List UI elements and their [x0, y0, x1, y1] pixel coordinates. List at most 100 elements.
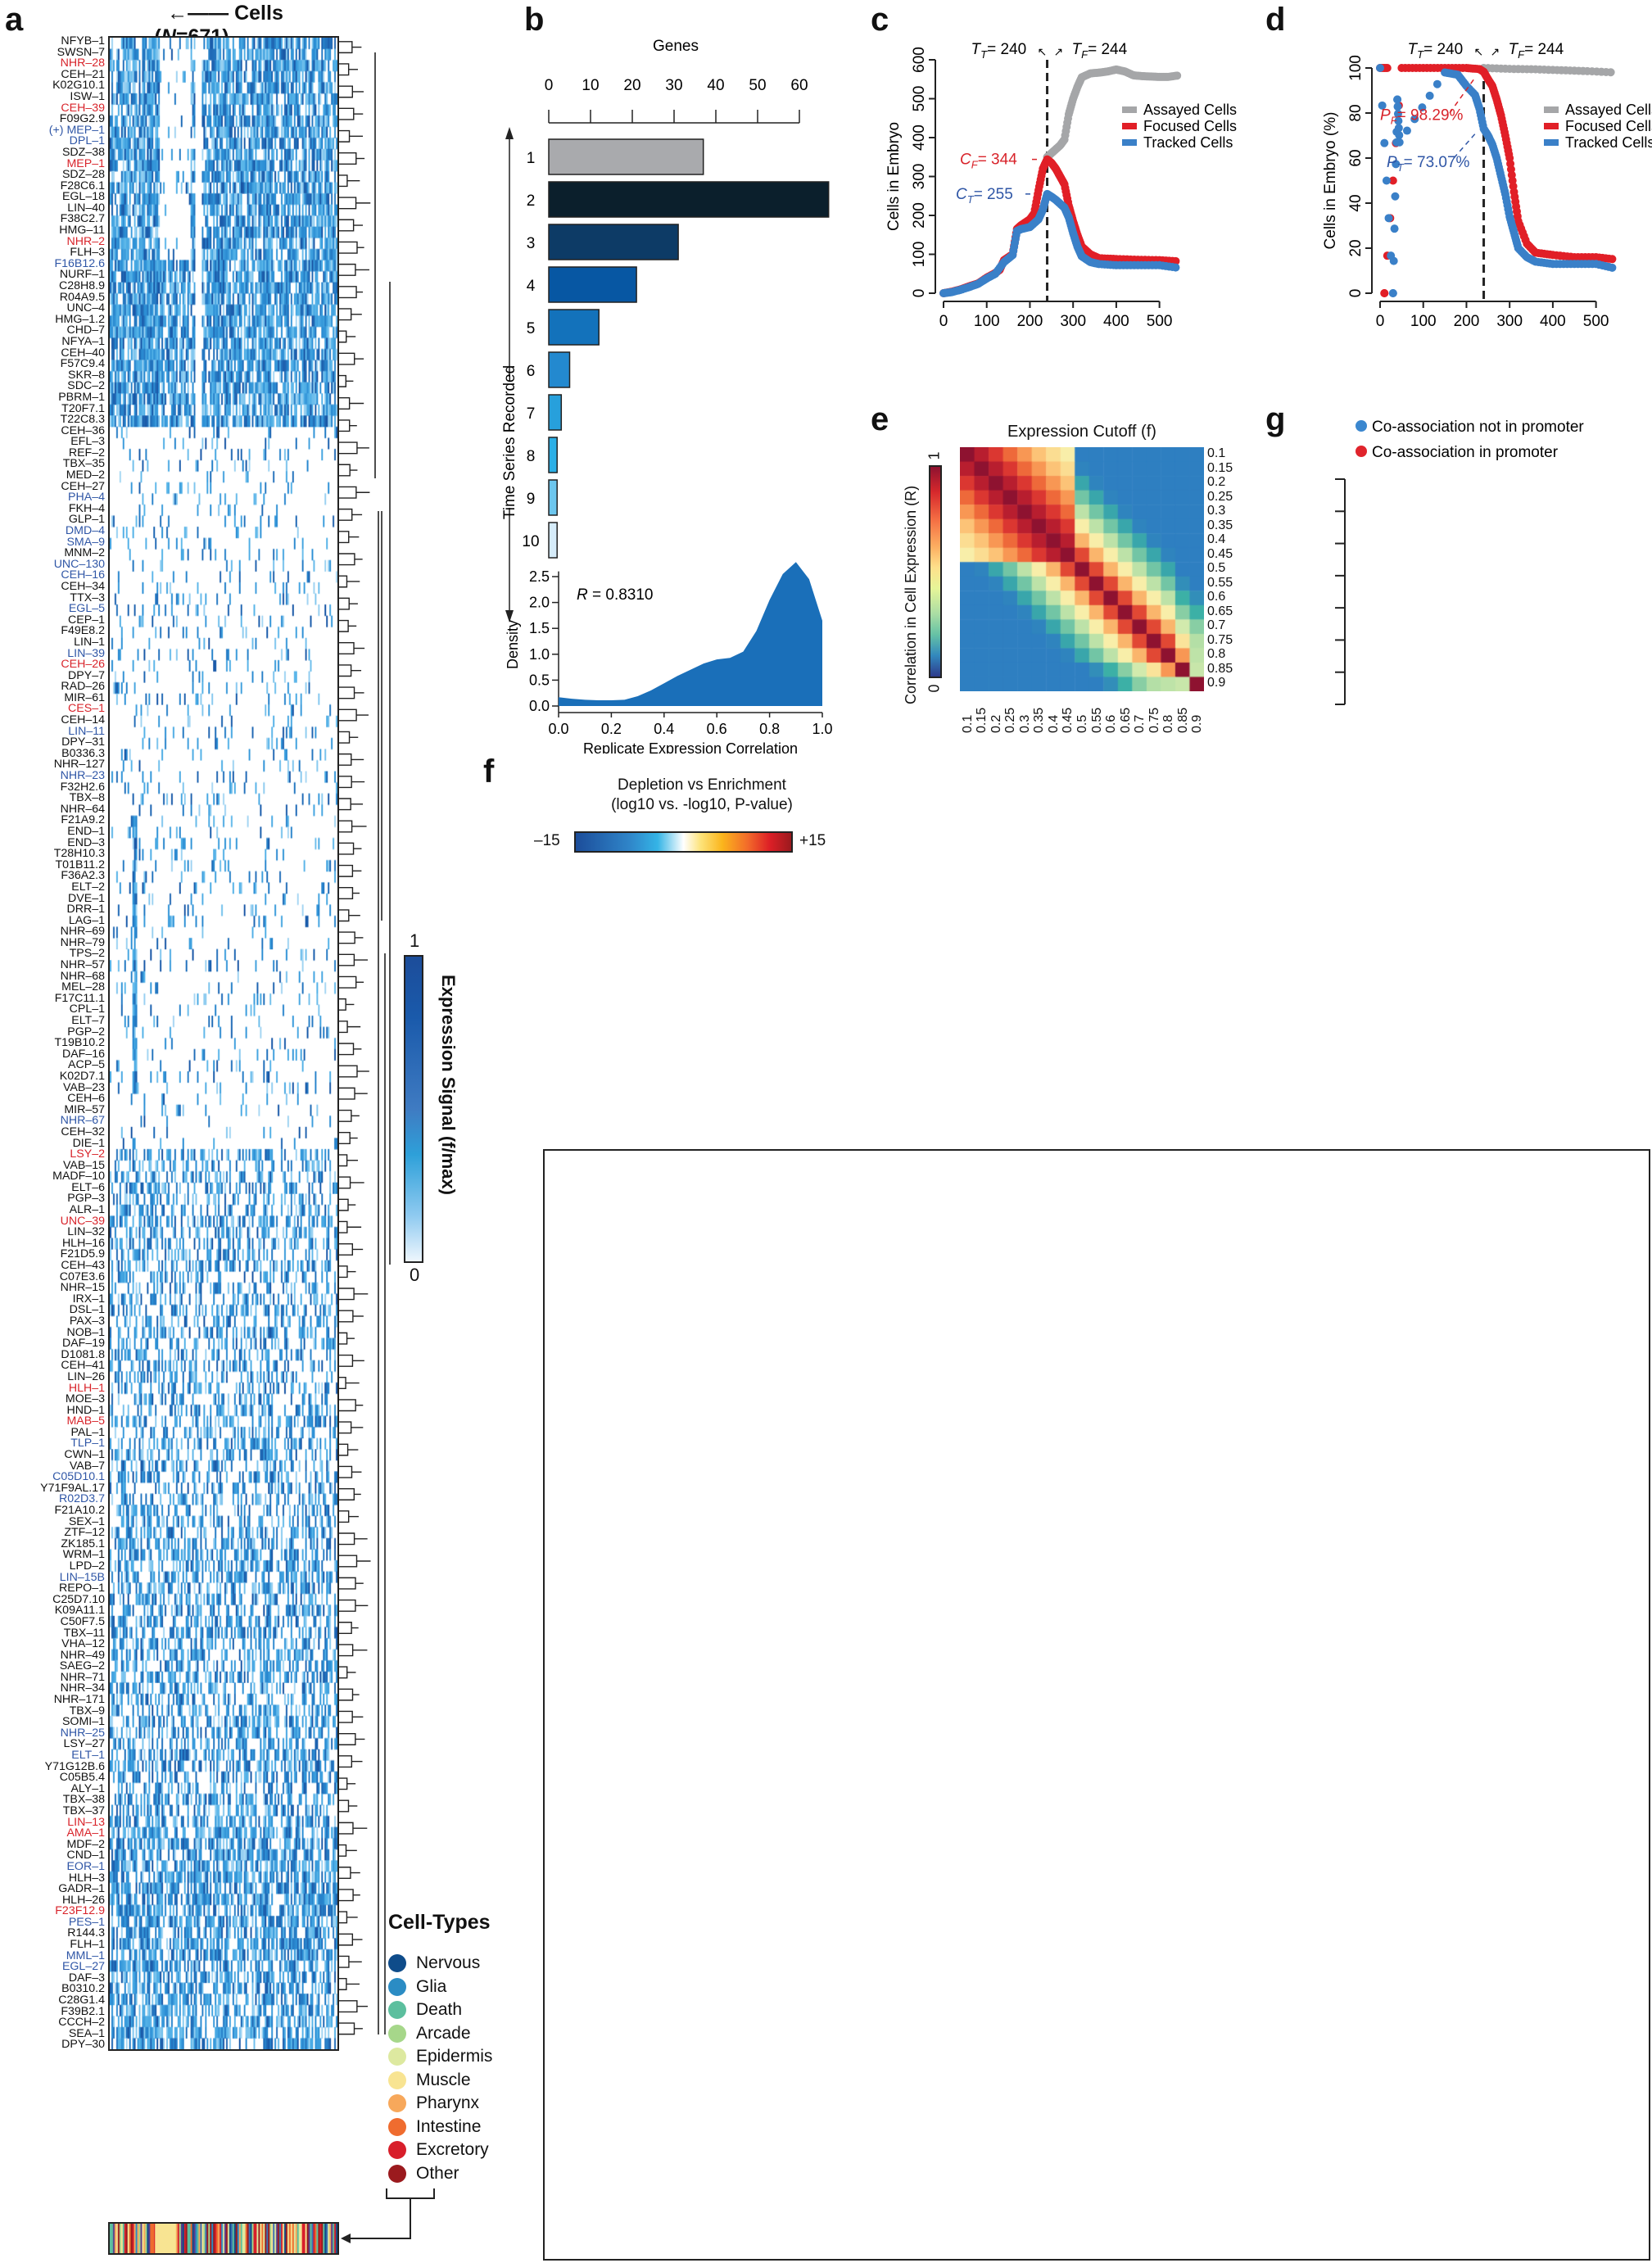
svg-text:TF= 244: TF= 244 — [1072, 41, 1128, 61]
svg-text:10: 10 — [582, 77, 599, 94]
svg-text:0.0: 0.0 — [548, 721, 568, 737]
gene-label: T01B11.2 — [55, 858, 105, 871]
e-x-tick: 0.7 — [1133, 714, 1147, 733]
gene-label: CEH–14 — [61, 713, 105, 727]
svg-text:100: 100 — [911, 242, 928, 268]
svg-text:0.6: 0.6 — [707, 721, 727, 737]
svg-text:0: 0 — [911, 289, 928, 298]
gene-label: CES–1 — [68, 702, 105, 716]
svg-text:200: 200 — [1454, 313, 1480, 330]
svg-text:2.0: 2.0 — [529, 595, 550, 611]
gene-label: F21A10.2 — [54, 1504, 105, 1518]
gene-label: HLH–16 — [61, 1236, 105, 1250]
gene-label: MOE–3 — [65, 1392, 105, 1406]
svg-text:1.5: 1.5 — [529, 620, 550, 636]
legend-dot-icon — [388, 2001, 406, 2019]
e-y-tick: 0.75 — [1207, 632, 1233, 647]
gene-label: NHR–23 — [60, 769, 105, 783]
legend-dot-icon — [388, 2024, 406, 2043]
svg-text:400: 400 — [1103, 313, 1129, 330]
gene-label: SDZ–28 — [61, 168, 105, 182]
cell-type-legend-item: Nervous — [388, 1953, 480, 1973]
e-x-tick: 0.8 — [1161, 714, 1176, 733]
gene-label: CND–1 — [66, 1849, 105, 1862]
svg-text:Tracked Cells: Tracked Cells — [1565, 134, 1652, 151]
svg-text:10: 10 — [522, 533, 539, 550]
svg-text:5: 5 — [527, 320, 536, 337]
gene-label: DVE–1 — [68, 891, 105, 905]
gene-label: TBX–11 — [63, 1626, 105, 1640]
legend-dot-icon — [388, 2071, 406, 2089]
svg-text:400: 400 — [1540, 313, 1566, 330]
gene-label: LIN–39 — [67, 646, 105, 660]
panel-d-letter: d — [1265, 2, 1286, 38]
gene-label: TLP–1 — [70, 1437, 105, 1451]
cell-type-legend-item: Arcade — [388, 2024, 471, 2043]
svg-text:↗: ↗ — [1054, 45, 1064, 58]
gene-label: MML–1 — [66, 1948, 105, 1962]
gene-label: VHA–12 — [61, 1637, 105, 1651]
gene-label: NHR–25 — [60, 1726, 105, 1740]
svg-text:Density: Density — [505, 620, 521, 669]
svg-text:3: 3 — [527, 235, 536, 252]
gene-label: AMA–1 — [66, 1826, 105, 1840]
e-y-tick: 0.45 — [1207, 546, 1233, 561]
gene-label: PAX–3 — [69, 1314, 105, 1328]
panel-a-letter: a — [5, 2, 24, 38]
svg-text:200: 200 — [911, 202, 928, 229]
gene-label: HMG–1.2 — [55, 312, 105, 326]
panel-g-chart: Co-association not in promoter Co-associa… — [1335, 419, 1584, 705]
panel-c-letter: c — [871, 2, 889, 38]
gene-label: WRM–1 — [62, 1548, 105, 1562]
legend-dot-icon — [388, 2164, 406, 2183]
e-y-tick: 0.65 — [1207, 604, 1233, 618]
gene-label: DPY–31 — [61, 735, 105, 749]
e-y-tick: 0.6 — [1207, 590, 1226, 604]
panel-e-colorbar-min: 0 — [926, 684, 943, 693]
cell-type-legend-item: Pharynx — [388, 2093, 479, 2113]
gene-label: Y71F9AL.17 — [40, 1481, 105, 1495]
gene-label: MED–2 — [66, 468, 105, 482]
svg-text:40: 40 — [1347, 194, 1365, 211]
gene-label: SDZ–38 — [61, 145, 105, 159]
panel-b-letter: b — [524, 2, 545, 38]
gene-label: NHR–49 — [60, 1648, 105, 1662]
e-y-tick: 0.7 — [1207, 618, 1226, 633]
gene-label: K02G10.1 — [52, 79, 105, 93]
gene-label: F21A9.2 — [61, 813, 105, 827]
gene-label: ELT–2 — [71, 880, 105, 894]
svg-text:60: 60 — [790, 77, 808, 94]
svg-text:500: 500 — [911, 86, 928, 112]
gene-label: LIN–15B — [59, 1570, 105, 1584]
svg-text:0.2: 0.2 — [601, 721, 622, 737]
svg-text:200: 200 — [1017, 313, 1043, 330]
gene-label: PGP–3 — [67, 1192, 105, 1206]
cell-type-legend-item: Excretory — [388, 2140, 489, 2160]
gene-label: CEH–32 — [61, 1125, 105, 1138]
gene-label: C50F7.5 — [60, 1614, 105, 1628]
e-y-tick: 0.5 — [1207, 561, 1226, 576]
panel-f-letter: f — [483, 754, 495, 790]
gene-label: VAB–7 — [69, 1459, 105, 1473]
gene-label: CWN–1 — [64, 1448, 105, 1462]
panel-e-title: Expression Cutoff (f) — [1007, 423, 1156, 441]
svg-text:100: 100 — [1347, 55, 1365, 81]
gene-label: CEH–41 — [61, 1359, 105, 1373]
cell-type-legend-item: Epidermis — [388, 2047, 492, 2066]
gene-label: NHR–15 — [60, 1281, 105, 1295]
gene-label: T19B10.2 — [54, 1036, 105, 1050]
gene-label: SEX–1 — [68, 1514, 105, 1528]
gene-label: T28H10.3 — [53, 847, 105, 861]
gene-label: TTX–3 — [70, 591, 105, 604]
legend-dot-icon — [388, 2094, 406, 2112]
gene-label: NHR–67 — [60, 1114, 105, 1128]
cell-type-legend-item: Death — [388, 2000, 462, 2020]
e-x-tick: 0.75 — [1147, 707, 1161, 733]
gene-label: ALR–1 — [69, 1203, 105, 1217]
gene-label: DPL–1 — [69, 134, 105, 148]
gene-label: ALY–1 — [70, 1781, 105, 1795]
gene-label: CEH–27 — [61, 479, 105, 493]
gene-label: CEH–43 — [61, 1259, 105, 1273]
svg-text:0.0: 0.0 — [529, 698, 550, 714]
gene-label: NHR–171 — [53, 1693, 105, 1707]
